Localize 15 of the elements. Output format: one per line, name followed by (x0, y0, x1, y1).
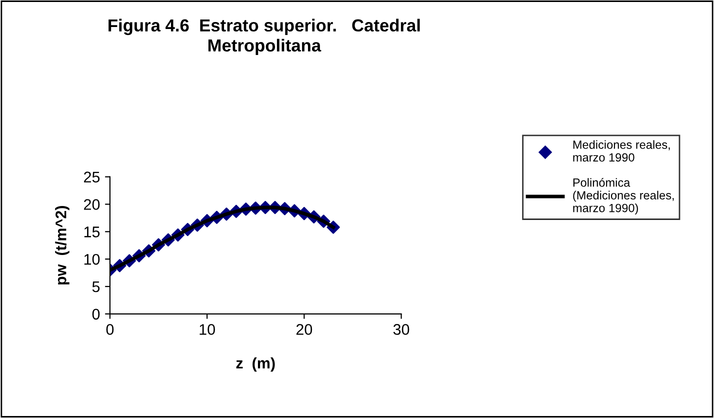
x-tick-label: 10 (200, 324, 215, 335)
x-axis-title: z (m) (236, 357, 275, 372)
x-tick-label: 20 (296, 324, 312, 335)
y-tick-label: 0 (92, 308, 100, 320)
legend-label: Mediciones reales, marzo 1990 (573, 140, 670, 162)
x-tick-label: 0 (106, 324, 114, 335)
y-tick-label: 10 (84, 254, 100, 265)
x-tick-label: 30 (393, 324, 410, 335)
y-axis-title: pw (t/m^2) (55, 206, 70, 284)
chart-title: Figura 4.6 Estrato superior. Catedral Metropolitana (108, 18, 420, 56)
y-tick-label: 15 (84, 226, 100, 238)
y-tick-label: 20 (84, 199, 100, 210)
y-tick-label: 5 (92, 282, 100, 292)
legend-label: Polinómica (Mediciones reales, marzo 1990) (573, 178, 674, 215)
y-tick-label: 25 (84, 172, 100, 182)
